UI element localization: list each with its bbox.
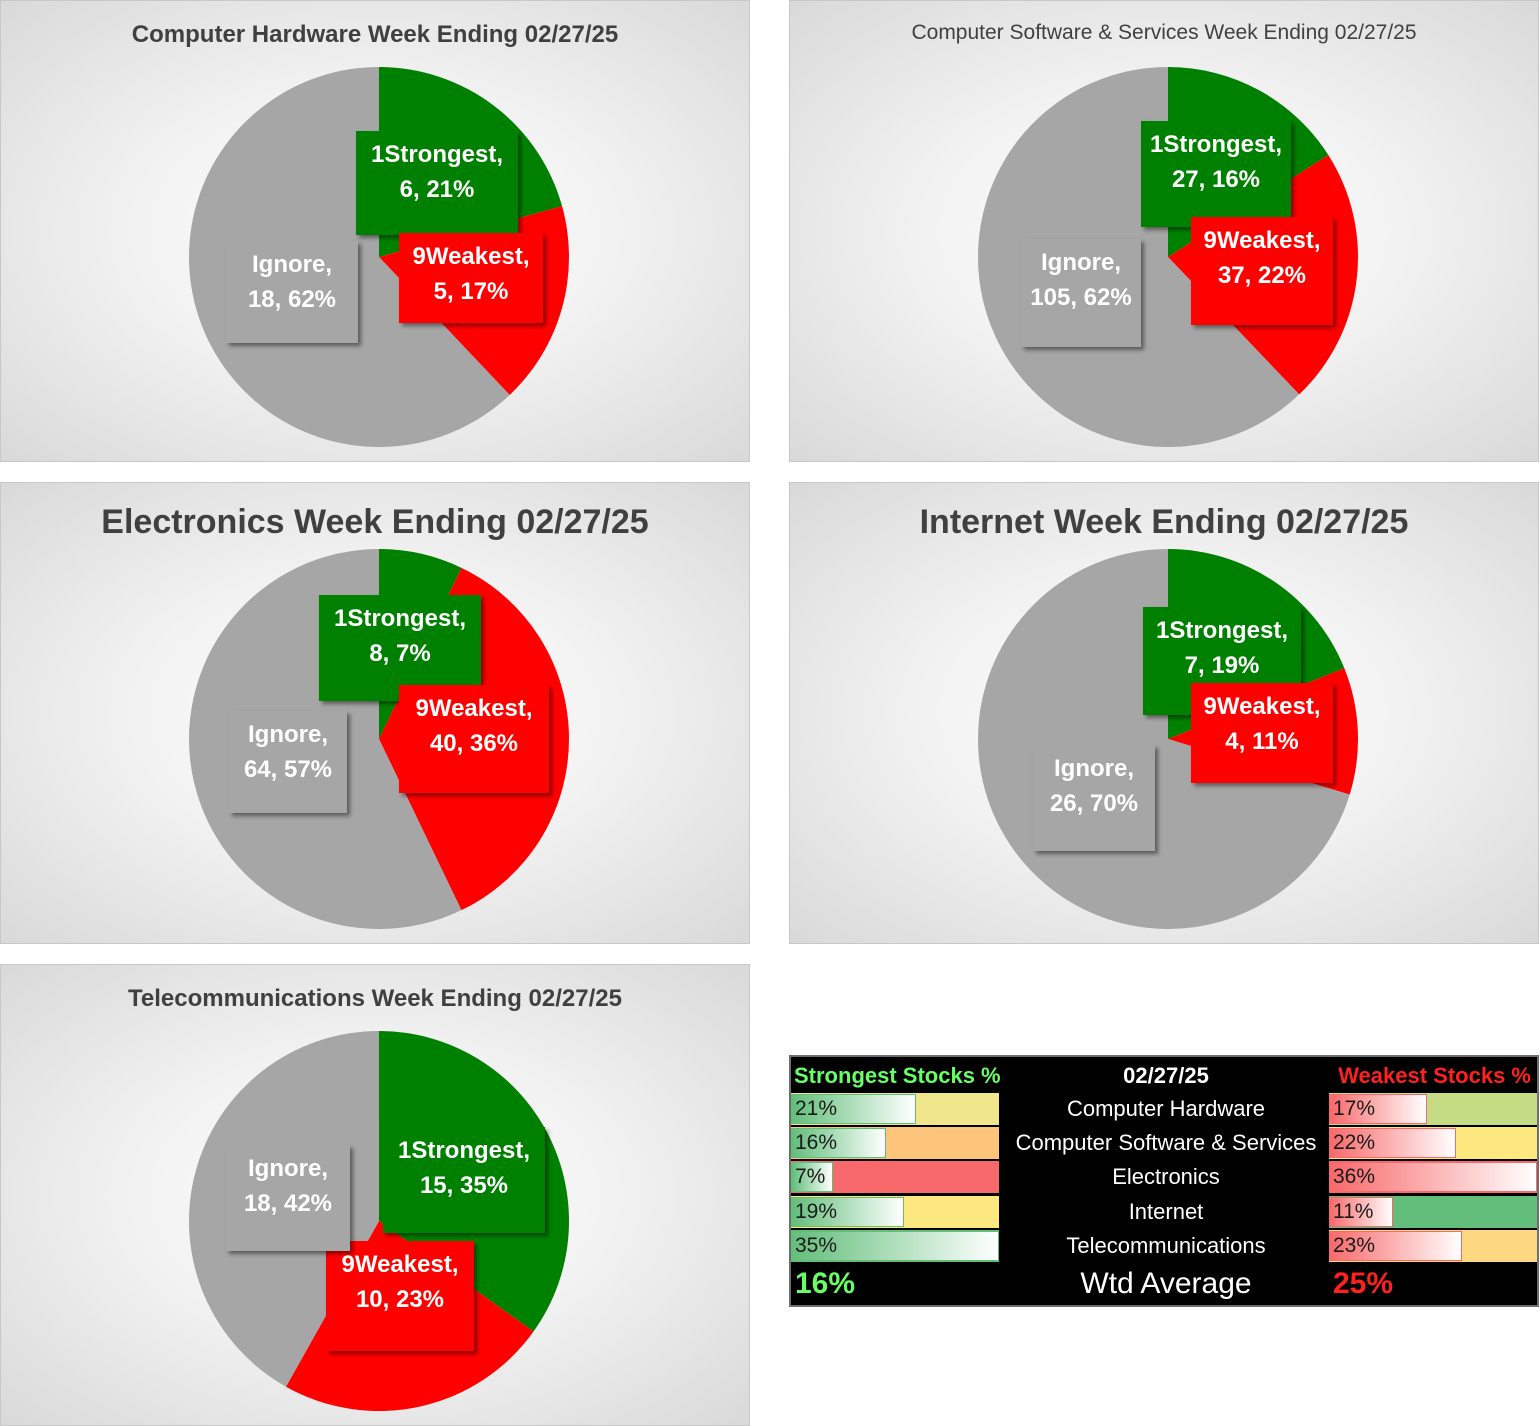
data-label-name: 1Strongest, [370, 141, 504, 168]
data-label-name: 9Weakest, [415, 695, 533, 722]
weakest-value: 23% [1333, 1233, 1376, 1257]
chart-title: Internet Week Ending 02/27/25 [919, 503, 1409, 541]
data-label-name: Ignore, [247, 1155, 328, 1182]
data-label-name: 1Strongest, [333, 605, 467, 632]
data-label-ignore: Ignore, 18, 62% [226, 241, 358, 343]
data-label-value: 15, 35% [419, 1172, 509, 1199]
strongest-value: 19% [795, 1199, 838, 1223]
weakest-header: Weakest Stocks % [1338, 1063, 1531, 1088]
sector-name: Telecommunications [1066, 1232, 1266, 1258]
chart-computer-hardware: Computer Hardware Week Ending 02/27/25 1… [0, 0, 750, 462]
weakest-cell: 22% [1329, 1127, 1537, 1160]
data-label-value: 40, 36% [429, 730, 519, 757]
strongest-cell: 21% [791, 1093, 999, 1125]
data-label-name: 9Weakest, [1203, 693, 1321, 720]
data-label-name: Ignore, [1053, 755, 1134, 782]
data-label-name: 9Weakest, [412, 243, 530, 270]
weakest-average: 25% [1333, 1267, 1394, 1300]
strongest-cell: 35% [791, 1229, 999, 1262]
weakest-cell: 17% [1329, 1093, 1537, 1125]
data-label-value: 7, 19% [1184, 652, 1260, 679]
weakest-bar [1329, 1094, 1428, 1124]
weakest-cell: 36% [1329, 1161, 1537, 1194]
sector-name: Electronics [1112, 1164, 1220, 1190]
data-label-value: 27, 16% [1171, 166, 1261, 193]
sector-name: Internet [1128, 1198, 1204, 1224]
sector-name: Computer Hardware [1066, 1096, 1266, 1121]
chart-title: Telecommunications Week Ending 02/27/25 [128, 985, 622, 1012]
data-label-value: 5, 17% [433, 278, 509, 305]
strongest-value: 21% [795, 1097, 838, 1120]
data-label-value: 6, 21% [399, 176, 475, 203]
data-label-name: 9Weakest, [341, 1251, 459, 1278]
strongest-cell: 16% [791, 1127, 999, 1160]
strongest-bar [791, 1094, 916, 1124]
weakest-bar [1329, 1230, 1462, 1261]
data-label-ignore: Ignore, 18, 42% [226, 1145, 350, 1251]
strongest-bar [791, 1128, 887, 1159]
weakest-bar [1329, 1162, 1537, 1193]
data-label-value: 4, 11% [1225, 728, 1299, 755]
data-label-ignore: Ignore, 26, 70% [1033, 745, 1155, 851]
data-label-name: Ignore, [247, 721, 328, 748]
chart-title: Computer Software & Services Week Ending… [911, 21, 1417, 44]
chart-electronics: Electronics Week Ending 02/27/25 1Strong… [0, 482, 750, 944]
strongest-average: 16% [795, 1267, 856, 1300]
data-label-9weakest: 9Weakest, 40, 36% [399, 685, 549, 793]
pie [188, 1031, 570, 1411]
weakest-value: 11% [1333, 1199, 1374, 1223]
data-label-name: Ignore, [1040, 249, 1121, 276]
data-label-name: 9Weakest, [1203, 227, 1321, 254]
data-label-name: 1Strongest, [1149, 131, 1283, 158]
data-label-value: 105, 62% [1030, 284, 1132, 311]
data-label-value: 26, 70% [1049, 790, 1139, 817]
weakest-value: 36% [1333, 1165, 1376, 1189]
data-label-name: 1Strongest, [1155, 617, 1289, 644]
average-label: Wtd Average [1080, 1267, 1252, 1300]
summary-table: Strongest Stocks % 02/27/25 Weakest Stoc… [789, 1055, 1539, 1307]
strongest-bar [791, 1230, 999, 1261]
chart-internet: Internet Week Ending 02/27/25 1Strongest… [789, 482, 1539, 944]
strongest-cell: 7% [791, 1161, 999, 1194]
data-label-1strongest: 1Strongest, 6, 21% [356, 131, 518, 235]
strongest-value: 35% [795, 1233, 838, 1257]
weakest-bar [1329, 1128, 1457, 1159]
data-label-1strongest: 1Strongest, 27, 16% [1141, 121, 1291, 227]
strongest-cell: 19% [791, 1195, 999, 1228]
data-label-9weakest: 9Weakest, 37, 22% [1191, 217, 1333, 325]
chart-title: Electronics Week Ending 02/27/25 [101, 503, 649, 541]
weakest-cell: 23% [1329, 1229, 1537, 1262]
data-label-value: 64, 57% [243, 756, 333, 783]
data-label-1strongest: 1Strongest, 8, 7% [319, 595, 481, 701]
data-label-1strongest: 1Strongest, 15, 35% [383, 1127, 545, 1233]
data-label-value: 8, 7% [369, 640, 431, 667]
data-label-9weakest: 9Weakest, 4, 11% [1191, 683, 1333, 783]
strongest-bar [791, 1162, 833, 1193]
chart-computer-software: Computer Software & Services Week Ending… [789, 0, 1539, 462]
weakest-value: 17% [1333, 1097, 1376, 1120]
data-label-ignore: Ignore, 64, 57% [229, 711, 347, 813]
weakest-cell: 11% [1329, 1195, 1537, 1228]
data-label-value: 10, 23% [355, 1286, 445, 1313]
data-label-9weakest: 9Weakest, 5, 17% [399, 233, 543, 323]
chart-title: Computer Hardware Week Ending 02/27/25 [131, 21, 619, 48]
data-label-ignore: Ignore, 105, 62% [1021, 239, 1141, 347]
sector-name: Computer Software & Services [1015, 1130, 1317, 1156]
pie [978, 67, 1358, 447]
strongest-header: Strongest Stocks % [794, 1063, 1001, 1088]
weakest-bar [1329, 1196, 1393, 1227]
data-label-name: 1Strongest, [397, 1137, 531, 1164]
data-label-9weakest: 9Weakest, 10, 23% [326, 1241, 474, 1351]
weakest-value: 22% [1333, 1131, 1376, 1155]
data-label-value: 18, 62% [247, 286, 337, 313]
data-label-value: 18, 42% [243, 1190, 333, 1217]
pie [188, 549, 569, 929]
strongest-value: 7% [795, 1165, 826, 1189]
data-label-name: Ignore, [251, 251, 332, 278]
strongest-value: 16% [795, 1131, 838, 1155]
strongest-bar [791, 1196, 904, 1227]
data-label-value: 37, 22% [1217, 262, 1307, 289]
chart-telecommunications: Telecommunications Week Ending 02/27/25 … [0, 964, 750, 1426]
date-header: 02/27/25 [1123, 1063, 1209, 1088]
